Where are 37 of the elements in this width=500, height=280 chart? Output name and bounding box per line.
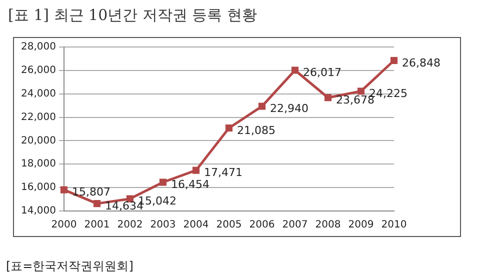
y-tick-label: 22,000 [20,112,56,123]
x-tick-label: 2002 [117,220,143,231]
text: 26,017 [302,66,342,80]
x-tick-label: 2009 [348,220,374,231]
x-tick-label: 2010 [381,220,407,231]
point [93,200,101,208]
text: [표=한국저작권위원회] [6,258,134,275]
point [258,102,266,110]
x-tick-label: 2006 [249,220,275,231]
x-tick-label: 2000 [51,220,77,231]
x-tick-label: 2005 [216,220,242,231]
text: 16,454 [170,178,210,192]
y-tick-label: 16,000 [20,182,56,194]
x-tick-label: 2003 [150,220,176,231]
point [225,124,233,132]
x-tick-label: 2001 [84,220,110,231]
point [324,94,332,102]
chart-title: [표 1] 최근 10년간 저작권 등록 현황 [8,6,257,25]
point [192,166,200,174]
x-tick-label: 2008 [315,220,341,231]
y-tick-label: 18,000 [20,158,56,170]
y-tick-label: 14,000 [20,206,56,217]
y-tick-label: 28,000 [20,42,56,53]
point [159,178,167,186]
x-tick-label: 2007 [282,220,308,231]
text: 15,807 [72,186,110,199]
y-tick-label: 24,000 [20,88,56,100]
y-tick-label: 26,000 [20,65,56,76]
point [291,66,299,74]
text: 21,085 [236,124,276,137]
x-tick-label: 2004 [183,220,209,231]
text: 17,471 [204,166,242,180]
text: 22,940 [270,102,308,116]
point [390,56,398,64]
y-tick-label: 20,000 [20,135,56,146]
point [357,88,365,95]
text: 26,848 [402,56,440,70]
